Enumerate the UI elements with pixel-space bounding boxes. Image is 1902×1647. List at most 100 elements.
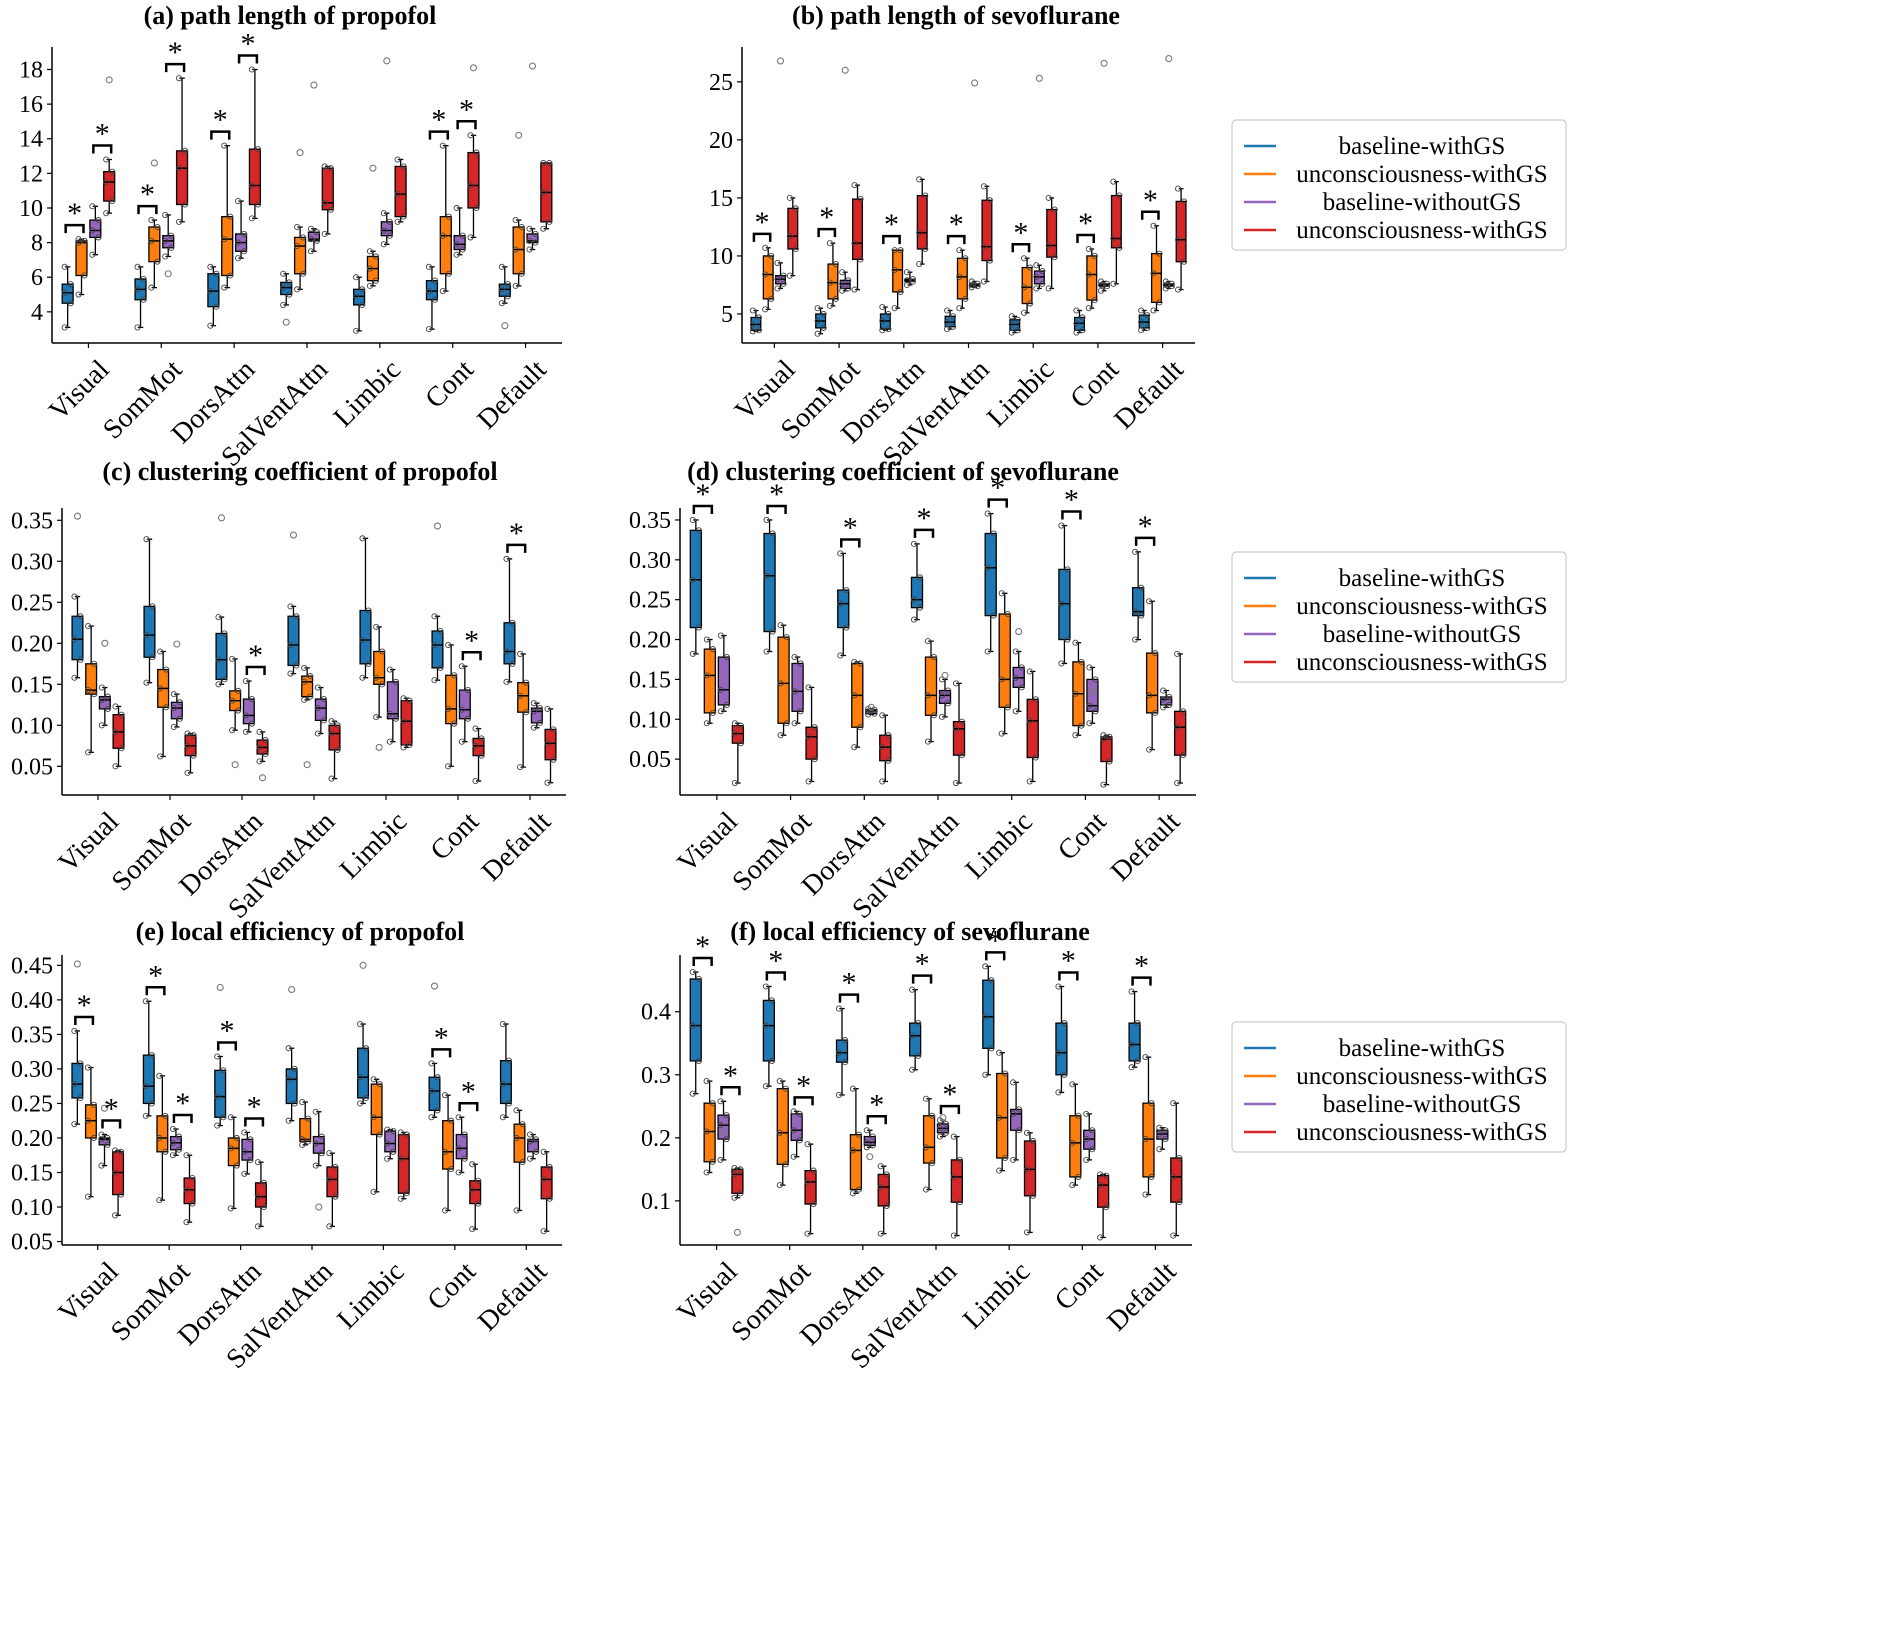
box bbox=[910, 576, 924, 609]
data-point bbox=[826, 302, 833, 309]
data-point bbox=[1091, 252, 1098, 259]
data-point bbox=[373, 674, 380, 681]
data-point bbox=[77, 1060, 84, 1067]
data-point bbox=[376, 1081, 383, 1088]
data-point bbox=[307, 236, 314, 243]
data-point bbox=[540, 225, 547, 232]
data-point bbox=[810, 1200, 817, 1208]
data-point bbox=[984, 564, 991, 571]
data-point bbox=[98, 696, 105, 703]
data-point bbox=[517, 650, 524, 658]
data-point bbox=[467, 132, 474, 139]
data-point bbox=[910, 540, 918, 547]
data-point bbox=[189, 1200, 196, 1207]
significance-bracket bbox=[101, 1119, 122, 1129]
data-point bbox=[442, 1092, 449, 1099]
data-point bbox=[1029, 1192, 1037, 1199]
significance-star: * bbox=[240, 28, 255, 61]
y-tick-label: 0.25 bbox=[629, 588, 671, 614]
data-point bbox=[986, 257, 993, 264]
x-tick-label: Cont bbox=[425, 806, 486, 867]
box bbox=[1069, 1115, 1082, 1178]
data-point bbox=[370, 1114, 377, 1121]
box bbox=[763, 532, 776, 633]
data-point bbox=[956, 1156, 963, 1163]
data-point bbox=[782, 1161, 789, 1168]
data-point bbox=[98, 1131, 105, 1138]
data-point bbox=[879, 712, 886, 719]
data-point bbox=[472, 725, 479, 732]
data-point bbox=[118, 1148, 125, 1155]
data-point bbox=[950, 1133, 957, 1140]
data-point bbox=[998, 730, 1005, 737]
data-point bbox=[321, 163, 328, 170]
data-point bbox=[952, 779, 960, 787]
data-point bbox=[857, 196, 864, 203]
significance-bracket bbox=[74, 1015, 95, 1025]
data-point bbox=[1072, 690, 1079, 697]
data-point bbox=[984, 510, 991, 517]
data-point bbox=[518, 270, 525, 277]
data-point bbox=[1148, 1173, 1155, 1180]
x-tick-label: Default bbox=[471, 354, 552, 435]
data-point bbox=[737, 722, 744, 729]
data-point bbox=[154, 223, 161, 231]
x-tick-label: Default bbox=[1105, 806, 1186, 887]
data-point bbox=[1016, 1127, 1023, 1134]
data-point bbox=[533, 1148, 540, 1155]
data-point bbox=[503, 648, 510, 655]
data-point bbox=[328, 718, 335, 725]
y-tick-label: 0.30 bbox=[11, 549, 53, 575]
data-point bbox=[709, 1100, 716, 1107]
data-point bbox=[1004, 610, 1011, 618]
panel-f: (f) local efficiency of sevoflurane 0.1 0.… bbox=[641, 917, 1192, 1375]
data-point bbox=[517, 764, 524, 771]
data-point bbox=[242, 712, 249, 719]
data-point bbox=[526, 225, 533, 232]
data-point bbox=[366, 248, 373, 255]
data-point bbox=[717, 1156, 724, 1163]
data-point bbox=[1150, 307, 1157, 314]
data-point bbox=[1142, 1136, 1149, 1143]
data-point bbox=[248, 215, 255, 222]
data-point bbox=[1144, 312, 1151, 319]
data-point bbox=[504, 293, 511, 300]
data-point bbox=[149, 654, 156, 661]
y-tick-label: 0.15 bbox=[11, 1161, 53, 1187]
data-point bbox=[1023, 1129, 1031, 1136]
legend-frame bbox=[1231, 119, 1567, 251]
data-point bbox=[248, 182, 255, 189]
data-point bbox=[891, 266, 898, 273]
data-point bbox=[445, 213, 452, 220]
data-point bbox=[143, 679, 150, 686]
data-point bbox=[956, 1199, 963, 1206]
data-point bbox=[75, 239, 82, 246]
data-point bbox=[294, 243, 301, 250]
data-point bbox=[104, 1141, 111, 1148]
box bbox=[984, 532, 997, 617]
data-point bbox=[769, 530, 776, 537]
data-point bbox=[181, 201, 189, 208]
box bbox=[148, 226, 161, 263]
data-point bbox=[811, 756, 818, 763]
data-point bbox=[1051, 206, 1058, 213]
data-point bbox=[910, 616, 918, 623]
data-point bbox=[544, 740, 551, 747]
data-point bbox=[837, 652, 844, 659]
data-point bbox=[796, 1137, 803, 1144]
box bbox=[924, 656, 938, 716]
box bbox=[762, 999, 776, 1062]
significance-star: * bbox=[1143, 184, 1158, 217]
data-point bbox=[1138, 584, 1145, 591]
data-point bbox=[170, 691, 177, 698]
significance-star: * bbox=[1138, 510, 1153, 543]
data-point bbox=[384, 1126, 391, 1133]
data-point bbox=[95, 217, 102, 224]
data-point bbox=[513, 1207, 520, 1214]
outlier bbox=[289, 531, 298, 539]
data-point bbox=[512, 282, 519, 289]
data-point bbox=[1150, 270, 1157, 277]
x-tick-label: Limbic bbox=[981, 354, 1060, 433]
x-tick-label: Default bbox=[476, 806, 557, 887]
data-point bbox=[455, 1145, 462, 1152]
